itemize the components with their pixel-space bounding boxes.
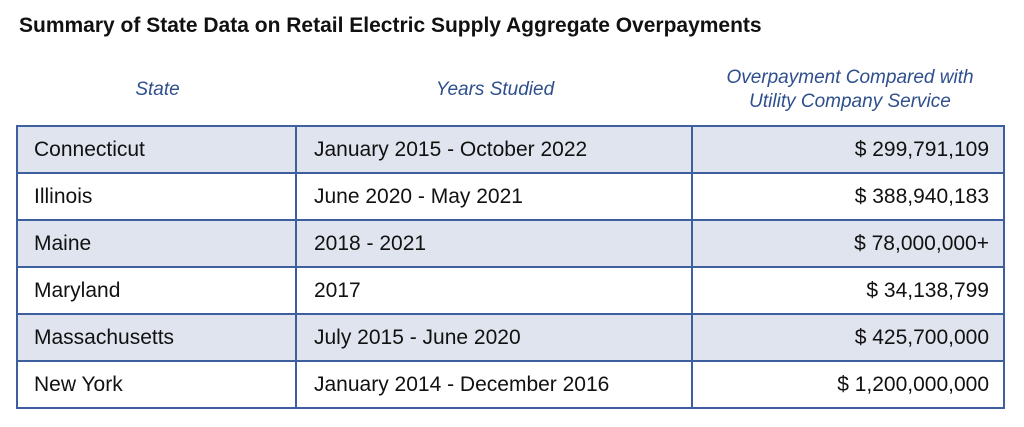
overpayment-cell: $ 425,700,000: [854, 325, 989, 349]
column-header-overpayment: Overpayment Compared with Utility Compan…: [693, 60, 1007, 120]
years-studied-cell: January 2014 - December 2016: [297, 362, 693, 407]
table-row: Maine 2018 - 2021 $ 78,000,000+: [18, 219, 1003, 266]
page-title: Summary of State Data on Retail Electric…: [19, 14, 762, 37]
state-cell: Maryland: [18, 268, 297, 313]
state-cell: Illinois: [18, 174, 297, 219]
table-row: New York January 2014 - December 2016 $ …: [18, 360, 1003, 407]
column-header-overpayment-line1: Overpayment Compared with: [726, 67, 974, 88]
years-studied-cell: 2018 - 2021: [297, 221, 693, 266]
years-studied-cell: 2017: [297, 268, 693, 313]
column-header-years-studied: Years Studied: [435, 79, 555, 100]
table-row: Connecticut January 2015 - October 2022 …: [18, 127, 1003, 172]
overpayment-cell: $ 388,940,183: [854, 184, 989, 208]
table-row: Massachusetts July 2015 - June 2020 $ 42…: [18, 313, 1003, 360]
years-studied-cell: June 2020 - May 2021: [297, 174, 693, 219]
years-studied-cell: January 2015 - October 2022: [297, 127, 693, 172]
state-cell: Massachusetts: [18, 315, 297, 360]
state-cell: Maine: [18, 221, 297, 266]
state-cell: Connecticut: [18, 127, 297, 172]
column-header-state: State: [135, 79, 180, 100]
table-row: Maryland 2017 $ 34,138,799: [18, 266, 1003, 313]
column-header-overpayment-line2: Utility Company Service: [749, 91, 951, 112]
table-row: Illinois June 2020 - May 2021 $ 388,940,…: [18, 172, 1003, 219]
overpayment-cell: $ 78,000,000+: [854, 231, 989, 255]
overpayment-cell: $ 299,791,109: [854, 137, 989, 161]
table-header: State Years Studied Overpayment Compared…: [18, 60, 1007, 120]
years-studied-cell: July 2015 - June 2020: [297, 315, 693, 360]
overpayment-cell: $ 1,200,000,000: [837, 372, 989, 396]
state-cell: New York: [18, 362, 297, 407]
overpayment-cell: $ 34,138,799: [866, 278, 989, 302]
overpayment-table: Connecticut January 2015 - October 2022 …: [16, 125, 1005, 409]
